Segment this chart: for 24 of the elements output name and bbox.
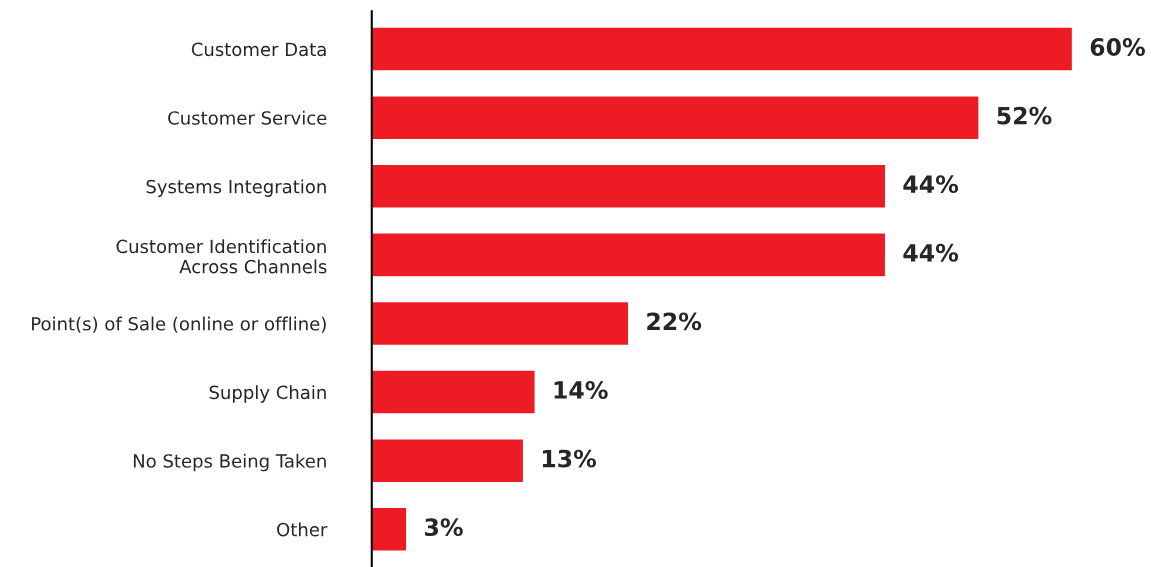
y-tick-label: Other: [277, 522, 328, 537]
bar: [371, 26, 1074, 72]
bar: [371, 95, 980, 141]
y-tick-label: Point(s) of Sale (online or offline): [32, 316, 326, 333]
data-label: 13%: [542, 449, 597, 468]
data-label: 44%: [903, 243, 959, 262]
data-label: 52%: [997, 106, 1052, 125]
y-tick-label: Supply Chain: [209, 385, 326, 403]
y-tick-label: Customer Identification Across Channels: [116, 239, 327, 274]
bar: [371, 163, 887, 209]
y-tick-label: Systems Integration: [146, 179, 326, 197]
data-label: 14%: [554, 381, 608, 399]
data-label: 60%: [1090, 38, 1145, 56]
data-label: 3%: [425, 518, 463, 537]
data-label: 44%: [903, 175, 959, 194]
data-label: 22%: [647, 312, 702, 331]
bar: [371, 232, 887, 278]
bar: [371, 438, 525, 484]
y-tick-label: No Steps Being Taken: [133, 453, 326, 472]
bar: [371, 369, 536, 415]
bar: [371, 300, 630, 347]
y-tick-label: Customer Data: [191, 42, 326, 57]
bar: [371, 506, 408, 552]
y-tick-label: Customer Service: [168, 110, 327, 125]
